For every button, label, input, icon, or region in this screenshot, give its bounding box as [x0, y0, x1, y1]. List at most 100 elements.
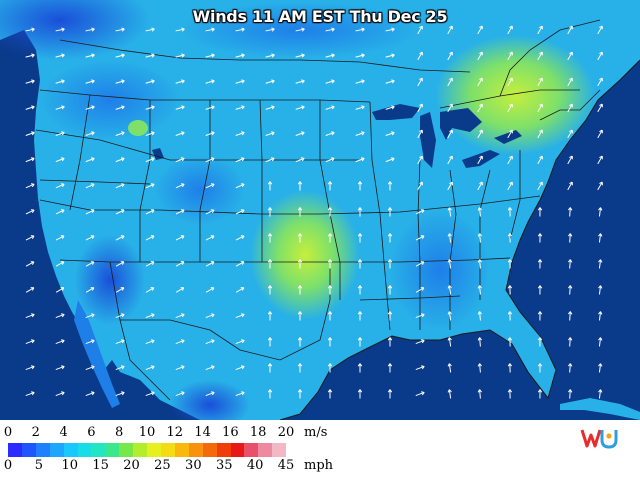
- wind-arrow-head: [151, 131, 155, 136]
- wind-arrow-head: [507, 285, 513, 289]
- wind-arrow: [205, 28, 215, 32]
- wind-arrow-head: [477, 311, 482, 315]
- wind-arrow: [448, 389, 452, 399]
- wind-arrow-head: [479, 77, 483, 82]
- wind-arrow-head: [599, 77, 603, 82]
- baja-peninsula: [74, 300, 120, 408]
- wind-arrow: [477, 181, 483, 191]
- legend-tick-ms: 0: [3, 425, 13, 440]
- wind-arrow-head: [60, 365, 65, 370]
- wind-arrow-head: [330, 157, 335, 162]
- light-wind-zone: [40, 60, 180, 140]
- wind-arrow-head: [267, 207, 273, 211]
- wind-arrow-head: [90, 313, 95, 318]
- legend-color-swatch: [202, 443, 217, 457]
- wind-arrow-head: [301, 79, 305, 84]
- wind-arrow: [115, 80, 125, 84]
- wind-arrow: [55, 132, 65, 136]
- wind-arrow: [175, 339, 185, 345]
- wind-arrow-head: [479, 155, 483, 160]
- wind-arrow-head: [479, 51, 483, 56]
- wind-arrow-head: [180, 339, 185, 344]
- strong-wind-zone-plains: [250, 190, 360, 320]
- wind-arrow-head: [181, 105, 185, 110]
- wind-arrow-head: [120, 183, 125, 188]
- wind-arrow: [265, 80, 275, 84]
- wind-arrow-head: [181, 79, 185, 84]
- wind-arrow-head: [568, 285, 573, 289]
- wind-arrow: [265, 132, 275, 136]
- wu-logo-icon[interactable]: [580, 426, 622, 450]
- wind-arrow-head: [507, 389, 513, 393]
- wind-arrow-head: [90, 287, 95, 291]
- wind-arrow: [205, 365, 215, 371]
- wind-arrow: [597, 25, 603, 35]
- wind-arrow-head: [569, 181, 573, 186]
- wind-arrow-head: [210, 235, 215, 239]
- wind-arrow: [537, 181, 543, 191]
- wind-arrow-head: [568, 363, 573, 367]
- wind-arrow: [598, 337, 602, 347]
- wind-arrow: [477, 155, 483, 165]
- wind-arrow: [115, 365, 125, 371]
- wind-arrow-head: [210, 209, 215, 214]
- wind-arrow-head: [241, 53, 245, 58]
- legend-tick-ms: 6: [87, 425, 96, 440]
- wind-arrow-head: [30, 287, 35, 291]
- wind-arrow-head: [30, 235, 35, 239]
- wind-arrow: [145, 391, 155, 397]
- wind-arrow-head: [271, 27, 275, 32]
- wind-arrow-head: [569, 129, 573, 134]
- wind-arrow-head: [420, 313, 425, 318]
- wind-arrow-head: [568, 259, 573, 263]
- wind-arrow: [448, 363, 452, 373]
- wind-arrow-head: [60, 339, 65, 344]
- wind-arrow: [415, 339, 425, 345]
- wind-arrow-head: [61, 105, 65, 110]
- wind-arrow-head: [509, 181, 513, 186]
- wind-arrow: [55, 391, 65, 397]
- wind-arrow: [235, 391, 245, 397]
- wind-arrow-head: [568, 311, 573, 315]
- legend-colorbar: [8, 443, 287, 457]
- wind-arrow-head: [391, 27, 395, 32]
- wind-arrow-head: [210, 287, 215, 291]
- wind-arrow: [55, 313, 65, 319]
- legend-tick-mph: 20: [123, 458, 140, 473]
- wind-arrow-head: [331, 131, 335, 136]
- wind-arrow-head: [60, 209, 65, 214]
- wind-arrow: [597, 129, 603, 139]
- wind-arrow-head: [327, 259, 333, 263]
- wind-arrow-head: [507, 311, 513, 315]
- wind-arrow: [448, 311, 452, 321]
- wind-arrow: [25, 106, 35, 110]
- wind-arrow-head: [180, 313, 185, 318]
- wind-arrow: [115, 183, 125, 189]
- wind-arrow-head: [240, 391, 245, 396]
- wind-arrow-head: [121, 105, 125, 110]
- wind-arrow: [85, 287, 95, 293]
- wind-arrow: [115, 261, 125, 267]
- wind-arrow-head: [120, 157, 125, 162]
- wind-arrow: [115, 287, 125, 293]
- wind-arrow: [385, 106, 395, 110]
- wind-arrow: [598, 363, 602, 373]
- legend-color-swatch: [77, 443, 92, 457]
- wind-arrow: [55, 106, 65, 110]
- wind-arrow: [235, 365, 245, 371]
- wind-arrow-head: [150, 183, 155, 188]
- wind-arrow: [417, 155, 423, 165]
- wind-arrow-head: [327, 389, 333, 393]
- wind-arrow: [355, 28, 365, 32]
- wind-arrow: [175, 106, 185, 110]
- wind-arrow: [205, 132, 215, 136]
- wind-arrow-head: [420, 209, 425, 214]
- wind-arrow: [567, 129, 573, 139]
- wind-arrow-head: [267, 233, 273, 237]
- wind-arrow: [355, 132, 365, 136]
- wind-arrow: [235, 157, 245, 163]
- wind-arrow-head: [150, 391, 155, 396]
- wind-arrow: [25, 54, 35, 58]
- wind-arrow: [537, 25, 543, 35]
- wind-arrow-head: [240, 209, 245, 214]
